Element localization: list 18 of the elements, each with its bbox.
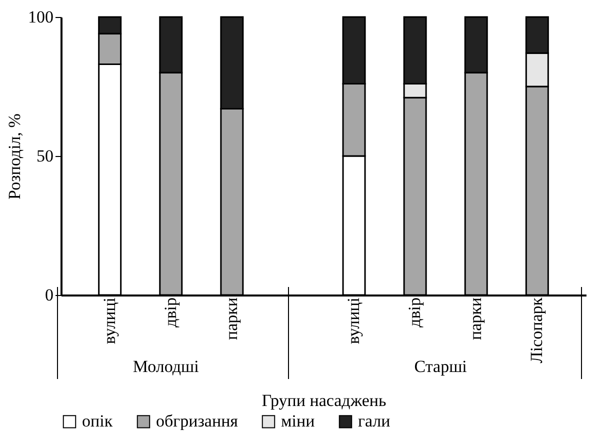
x-tick-label: вулиці: [344, 297, 364, 344]
y-tick-label: 0: [45, 286, 54, 304]
x-tick-label: парки: [222, 298, 241, 340]
x-tick-label: вулиці: [100, 297, 119, 344]
legend-label: обгризання: [156, 412, 238, 431]
x-tick-label: двір: [405, 298, 424, 328]
y-tick-label: 50: [36, 146, 54, 166]
legend-label: гали: [358, 412, 390, 431]
text: Старші: [414, 357, 467, 377]
x-tick-label: парки: [466, 298, 486, 340]
legend-label: міни: [281, 412, 315, 431]
text: Молодші: [132, 357, 199, 377]
legend-label: опік: [82, 412, 114, 431]
x-tick-label: Лісопарк: [527, 296, 546, 364]
x-tick-label: двір: [160, 298, 180, 328]
x-axis-title: Групи насаджень: [262, 391, 386, 410]
y-tick-label: 100: [28, 8, 54, 26]
y-axis-title: Розподіл, %: [5, 114, 24, 200]
